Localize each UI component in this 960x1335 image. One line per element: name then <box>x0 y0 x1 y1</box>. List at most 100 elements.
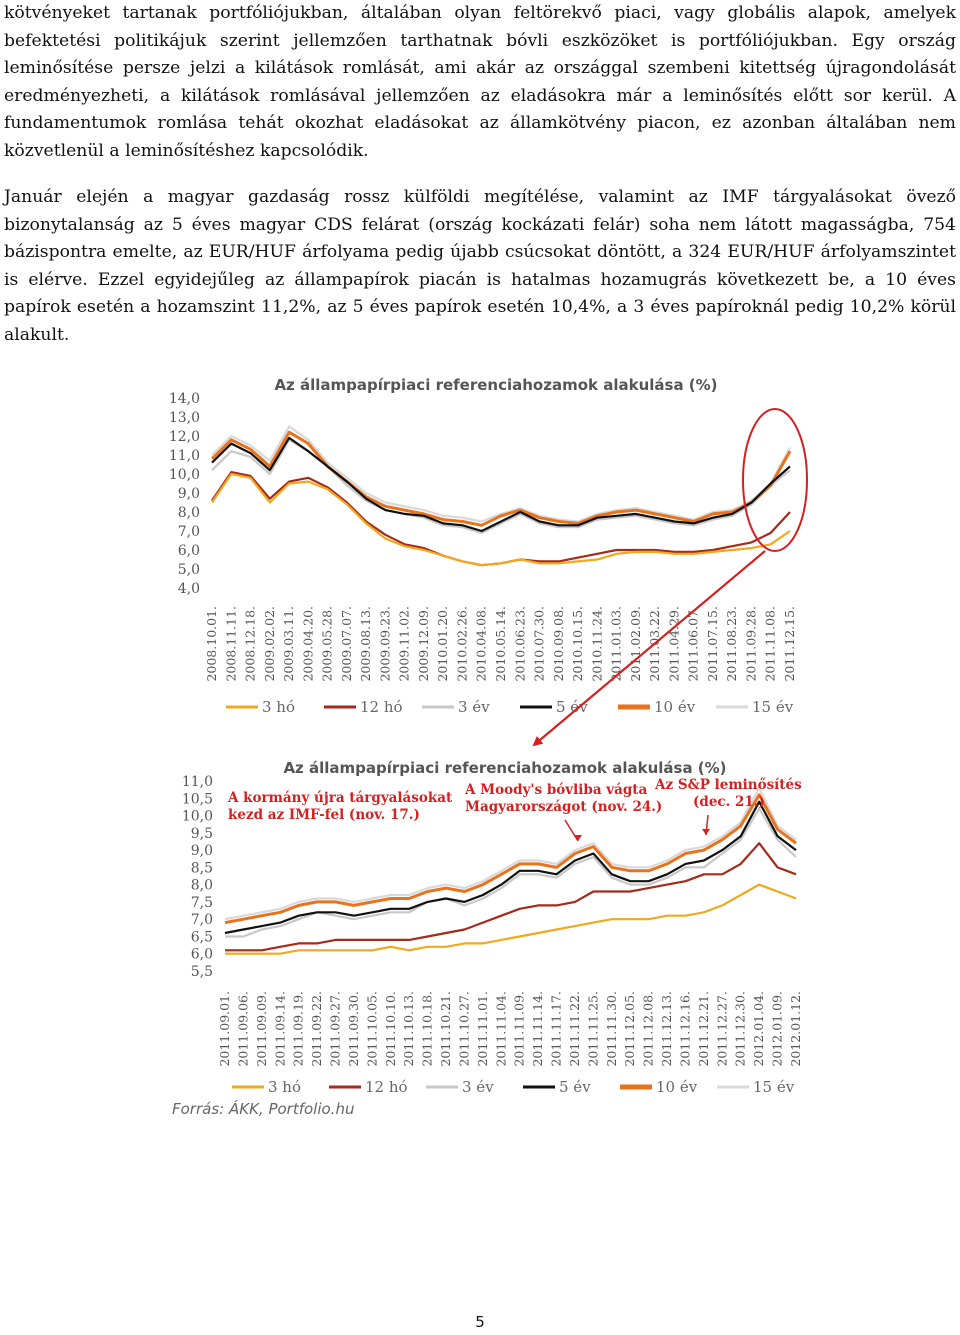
x-tick-label: 2011.09.06. <box>235 991 250 1067</box>
legend-label-5-ev: 5 év <box>559 1078 591 1096</box>
x-tick-label: 2011.11.04. <box>493 991 508 1067</box>
x-tick-label: 2011.11.25. <box>585 991 600 1067</box>
x-tick-label: 2011.12.15. <box>782 606 797 682</box>
series-line-10-ev <box>210 430 792 527</box>
y-tick-label: 9,0 <box>178 486 200 502</box>
series-line-3-ev <box>225 807 797 938</box>
x-tick-label: 2011.11.08. <box>763 606 778 682</box>
x-tick-label: 2008.10.01. <box>204 606 219 682</box>
y-tick-label: 10,5 <box>182 791 213 807</box>
legend-label-3-ev: 3 év <box>462 1078 494 1096</box>
legend-label-3-ev: 3 év <box>458 698 490 716</box>
x-tick-label: 2011.03.22. <box>647 606 662 682</box>
x-tick-label: 2010.04.08. <box>474 606 489 682</box>
y-tick-label: 6,0 <box>178 543 200 559</box>
series-line-12-ho <box>225 842 797 952</box>
x-tick-label: 2011.10.05. <box>364 991 379 1067</box>
x-tick-label: 2012.01.12. <box>788 991 803 1067</box>
y-tick-label: 7,0 <box>178 524 200 540</box>
series-line-10-ev <box>224 793 797 925</box>
y-tick-label: 5,5 <box>191 964 213 980</box>
annotation-arrowhead <box>574 835 582 841</box>
highlight-ellipse <box>742 408 808 552</box>
y-tick-label: 9,5 <box>191 826 213 842</box>
x-tick-label: 2009.03.11. <box>281 606 296 682</box>
x-tick-label: 2011.12.08. <box>641 991 656 1067</box>
legend-label-10-ev: 10 év <box>654 698 696 716</box>
x-tick-label: 2011.09.09. <box>254 991 269 1067</box>
x-tick-label: 2010.10.15. <box>570 606 585 682</box>
source-caption: Forrás: ÁKK, Portfolio.hu <box>172 1100 355 1118</box>
chart-annotation: Az S&P leminősítés (dec. 21.) <box>654 777 802 810</box>
y-tick-label: 9,0 <box>191 843 213 859</box>
series-line-3-ho <box>225 883 797 955</box>
x-tick-label: 2011.12.30. <box>733 991 748 1067</box>
x-tick-label: 2009.11.02. <box>397 606 412 682</box>
y-tick-label: 10,0 <box>182 809 213 825</box>
x-tick-label: 2011.12.13. <box>659 991 674 1067</box>
y-tick-label: 11,0 <box>182 774 213 790</box>
y-tick-label: 8,0 <box>178 505 200 521</box>
x-tick-label: 2009.08.13. <box>358 606 373 682</box>
chart-title: Az állampapírpiaci referenciahozamok ala… <box>283 759 726 777</box>
x-tick-label: 2010.09.08. <box>551 606 566 682</box>
x-tick-label: 2010.11.24. <box>589 606 604 682</box>
legend-label-15-ev: 15 év <box>753 1078 795 1096</box>
x-tick-label: 2012.01.04. <box>751 991 766 1067</box>
x-tick-label: 2011.09.14. <box>272 991 287 1067</box>
x-tick-label: 2011.10.10. <box>383 991 398 1067</box>
chart-title: Az állampapírpiaci referenciahozamok ala… <box>274 376 717 394</box>
x-tick-label: 2011.02.09. <box>628 606 643 682</box>
x-tick-label: 2011.11.14. <box>530 991 545 1067</box>
x-tick-label: 2011.06.07. <box>686 606 701 682</box>
y-tick-label: 8,5 <box>191 860 213 876</box>
series-line-5-ev <box>211 436 791 533</box>
legend-label-15-ev: 15 év <box>752 698 794 716</box>
x-tick-label: 2011.12.05. <box>622 991 637 1067</box>
x-tick-label: 2011.08.23. <box>724 606 739 682</box>
y-tick-label: 6,5 <box>191 929 213 945</box>
y-tick-label: 5,0 <box>178 562 200 578</box>
x-tick-label: 2011.09.30. <box>346 991 361 1067</box>
legend-label-10-ev: 10 év <box>656 1078 698 1096</box>
chart-legend: 3 hó 12 hó 3 év 5 év 10 év 15 év <box>232 1078 795 1096</box>
x-tick-label: 2012.01.09. <box>770 991 785 1067</box>
y-tick-label: 14,0 <box>169 391 200 407</box>
x-tick-label: 2011.12.21. <box>696 991 711 1067</box>
paragraph-january: Január elején a magyar gazdaság rossz kü… <box>4 187 956 345</box>
chart-annotation: A kormány újra tárgyalásokat kezd az IMF-… <box>227 790 453 823</box>
x-tick-label: 2011.09.01. <box>217 991 232 1067</box>
x-tick-label: 2011.10.21. <box>438 991 453 1067</box>
x-tick-label: 2009.07.07. <box>339 606 354 682</box>
x-tick-label: 2009.09.23. <box>377 606 392 682</box>
x-tick-label: 2011.01.03. <box>609 606 624 682</box>
yield-chart-2011-2012: Az állampapírpiaci referenciahozamok ala… <box>182 759 803 1096</box>
x-tick-label: 2010.06.23. <box>512 606 527 682</box>
x-tick-label: 2011.10.18. <box>420 991 435 1067</box>
chart-annotation: A Moody's bóvliba vágta Magyarországot (n… <box>464 782 662 815</box>
x-tick-label: 2010.02.26. <box>454 606 469 682</box>
x-tick-label: 2009.02.02. <box>262 606 277 682</box>
x-tick-label: 2011.04.29. <box>666 606 681 682</box>
yield-chart-2008-2011: Az állampapírpiaci referenciahozamok ala… <box>169 376 808 716</box>
legend-label-12-ho: 12 hó <box>360 698 403 716</box>
x-tick-label: 2010.01.20. <box>435 606 450 682</box>
series-line-15-ev <box>224 786 797 921</box>
legend-label-12-ho: 12 hó <box>365 1078 408 1096</box>
x-tick-label: 2011.11.09. <box>512 991 527 1067</box>
y-tick-label: 6,0 <box>191 947 213 963</box>
x-tick-label: 2010.07.30. <box>532 606 547 682</box>
x-tick-label: 2011.09.27. <box>328 991 343 1067</box>
x-tick-label: 2009.04.20. <box>300 606 315 682</box>
legend-label-3-ho: 3 hó <box>268 1078 301 1096</box>
x-tick-label: 2011.11.22. <box>567 991 582 1067</box>
x-tick-label: 2011.09.22. <box>309 991 324 1067</box>
y-tick-label: 8,0 <box>191 878 213 894</box>
y-tick-label: 10,0 <box>169 467 200 483</box>
annotation-arrowhead <box>702 829 710 835</box>
series-line-15-ev <box>211 425 791 523</box>
legend-label-3-ho: 3 hó <box>262 698 295 716</box>
x-tick-label: 2011.11.01. <box>475 991 490 1067</box>
x-tick-label: 2011.09.28. <box>743 606 758 682</box>
y-tick-label: 7,5 <box>191 895 213 911</box>
